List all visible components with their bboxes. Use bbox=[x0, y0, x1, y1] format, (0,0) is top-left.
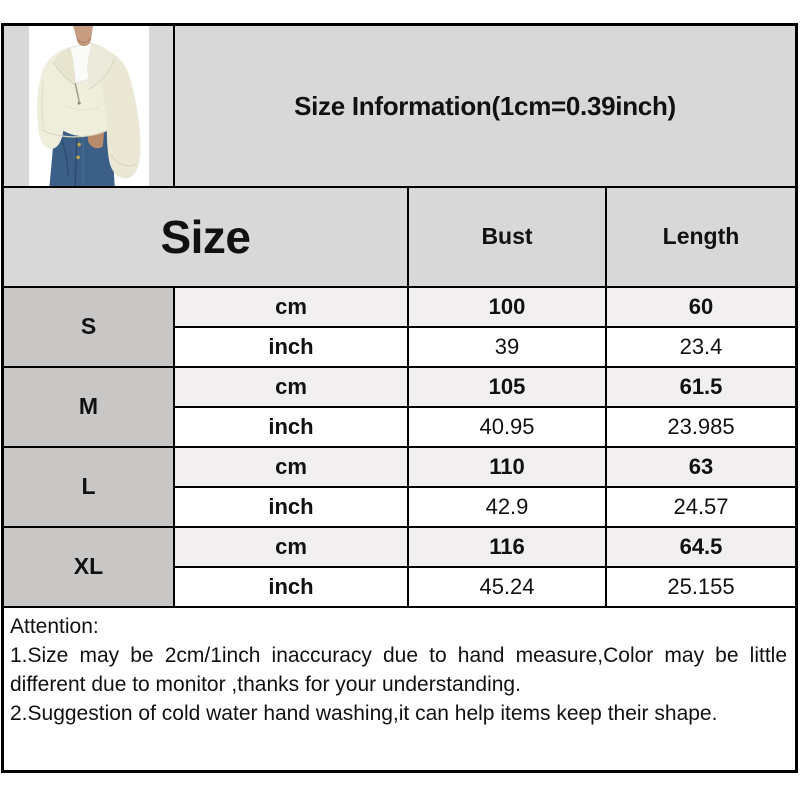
value-l-length-cm: 63 bbox=[607, 448, 795, 486]
value-xl-bust-inch: 45.24 bbox=[409, 568, 605, 606]
value-s-length-cm: 60 bbox=[607, 288, 795, 326]
unit-label-inch: inch bbox=[175, 328, 407, 366]
value-xl-length-inch: 25.155 bbox=[607, 568, 795, 606]
attention-heading: Attention: bbox=[10, 615, 99, 638]
unit-label-cm: cm bbox=[175, 528, 407, 566]
value-s-bust-cm: 100 bbox=[409, 288, 605, 326]
unit-label-cm: cm bbox=[175, 368, 407, 406]
unit-label-inch: inch bbox=[175, 568, 407, 606]
sweater-model-illustration bbox=[29, 26, 148, 186]
value-xl-length-cm: 64.5 bbox=[607, 528, 795, 566]
product-photo-cell bbox=[4, 26, 173, 186]
attention-note-1: 1.Size may be 2cm/1inch inaccuracy due t… bbox=[10, 644, 787, 696]
value-m-length-cm: 61.5 bbox=[607, 368, 795, 406]
unit-label-inch: inch bbox=[175, 408, 407, 446]
size-label-l: L bbox=[4, 448, 173, 526]
value-m-length-inch: 23.985 bbox=[607, 408, 795, 446]
value-m-bust-cm: 105 bbox=[409, 368, 605, 406]
attention-box: Attention: 1.Size may be 2cm/1inch inacc… bbox=[4, 608, 795, 770]
page-title: Size Information(1cm=0.39inch) bbox=[175, 26, 795, 186]
length-column-header: Length bbox=[607, 188, 795, 286]
size-column-header: Size bbox=[4, 188, 407, 286]
unit-label-cm: cm bbox=[175, 448, 407, 486]
value-l-bust-cm: 110 bbox=[409, 448, 605, 486]
value-l-bust-inch: 42.9 bbox=[409, 488, 605, 526]
value-xl-bust-cm: 116 bbox=[409, 528, 605, 566]
value-s-bust-inch: 39 bbox=[409, 328, 605, 366]
attention-note-2: 2.Suggestion of cold water hand washing,… bbox=[10, 702, 718, 725]
unit-label-inch: inch bbox=[175, 488, 407, 526]
unit-label-cm: cm bbox=[175, 288, 407, 326]
size-label-s: S bbox=[4, 288, 173, 366]
size-label-m: M bbox=[4, 368, 173, 446]
bust-column-header: Bust bbox=[409, 188, 605, 286]
value-l-length-inch: 24.57 bbox=[607, 488, 795, 526]
product-image bbox=[28, 26, 149, 186]
value-m-bust-inch: 40.95 bbox=[409, 408, 605, 446]
size-label-xl: XL bbox=[4, 528, 173, 606]
value-s-length-inch: 23.4 bbox=[607, 328, 795, 366]
size-table: Size Information(1cm=0.39inch) Size Bust… bbox=[1, 23, 798, 773]
